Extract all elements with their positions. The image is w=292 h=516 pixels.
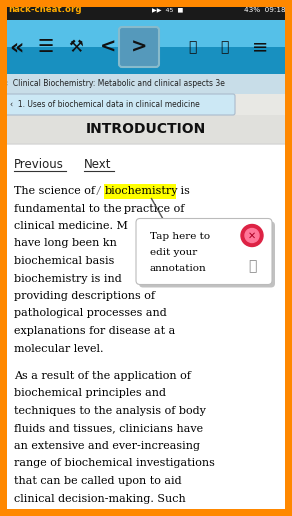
FancyBboxPatch shape — [136, 218, 272, 284]
Text: 43%  09:18: 43% 09:18 — [244, 7, 286, 13]
Text: biochemical basis: biochemical basis — [14, 256, 114, 266]
Text: is: is — [177, 186, 190, 196]
Text: ‹  Clinical Biochemistry: Metabolic and clinical aspects 3e: ‹ Clinical Biochemistry: Metabolic and c… — [5, 79, 225, 89]
Text: that can be called upon to aid: that can be called upon to aid — [14, 476, 182, 486]
Bar — [0, 0, 292, 7]
Text: The science of: The science of — [14, 186, 98, 196]
Bar — [0, 20, 292, 47]
Circle shape — [245, 229, 259, 243]
Bar — [0, 509, 292, 516]
FancyBboxPatch shape — [119, 27, 159, 67]
Text: Next: Next — [84, 158, 112, 171]
Bar — [0, 0, 7, 516]
Text: ‹  1. Uses of biochemical data in clinical medicine: ‹ 1. Uses of biochemical data in clinica… — [10, 100, 200, 109]
Text: clinical decision-making. Such: clinical decision-making. Such — [14, 493, 186, 504]
Text: techniques to the analysis of body: techniques to the analysis of body — [14, 406, 206, 416]
Text: molecular level.: molecular level. — [14, 344, 103, 353]
Text: explanations for disease at a: explanations for disease at a — [14, 326, 175, 336]
Text: biochemistry: biochemistry — [105, 186, 178, 196]
Text: have long been kn: have long been kn — [14, 238, 117, 249]
Text: ⚒: ⚒ — [69, 38, 84, 56]
Text: ▶▶  45  ■: ▶▶ 45 ■ — [152, 8, 183, 12]
Bar — [104, 184, 176, 199]
Text: fundamental to the practice of: fundamental to the practice of — [14, 203, 184, 214]
FancyBboxPatch shape — [139, 221, 275, 287]
Text: INTRODUCTION: INTRODUCTION — [86, 122, 206, 136]
Bar — [0, 143, 292, 516]
Bar — [0, 115, 292, 143]
Text: As a result of the application of: As a result of the application of — [14, 371, 191, 381]
Text: an extensive and ever-increasing: an extensive and ever-increasing — [14, 441, 200, 451]
FancyBboxPatch shape — [4, 144, 288, 515]
Text: Previous: Previous — [14, 158, 64, 171]
Text: range of biochemical investigations: range of biochemical investigations — [14, 459, 215, 469]
Text: >: > — [131, 38, 147, 56]
Text: 🗑: 🗑 — [248, 260, 256, 273]
Text: <: < — [100, 38, 116, 56]
Text: biochemical principles and: biochemical principles and — [14, 389, 166, 398]
Text: clinical medicine. M     diseases: clinical medicine. M diseases — [14, 221, 187, 231]
Bar — [285, 0, 292, 516]
Circle shape — [241, 224, 263, 247]
Text: Tap here to: Tap here to — [150, 232, 210, 241]
Text: hack-cheat.org: hack-cheat.org — [8, 6, 81, 14]
Text: pathological processes and: pathological processes and — [14, 309, 167, 318]
Text: biochemistry is ind: biochemistry is ind — [14, 273, 122, 283]
Text: annotation: annotation — [150, 264, 207, 273]
Text: ☰: ☰ — [38, 38, 54, 56]
Bar — [0, 74, 292, 94]
Bar — [0, 47, 292, 74]
Text: ✕: ✕ — [248, 231, 256, 240]
Text: 🔍: 🔍 — [220, 40, 228, 54]
Bar — [0, 94, 292, 115]
Text: providing descriptions of: providing descriptions of — [14, 291, 155, 301]
Text: edit your: edit your — [150, 248, 197, 257]
Text: fluids and tissues, clinicians have: fluids and tissues, clinicians have — [14, 424, 203, 433]
Text: 🔖: 🔖 — [188, 40, 196, 54]
FancyBboxPatch shape — [1, 94, 235, 115]
Text: /: / — [97, 186, 100, 196]
Bar — [0, 0, 292, 20]
Text: ≡: ≡ — [252, 38, 268, 56]
Text: «: « — [9, 37, 23, 57]
